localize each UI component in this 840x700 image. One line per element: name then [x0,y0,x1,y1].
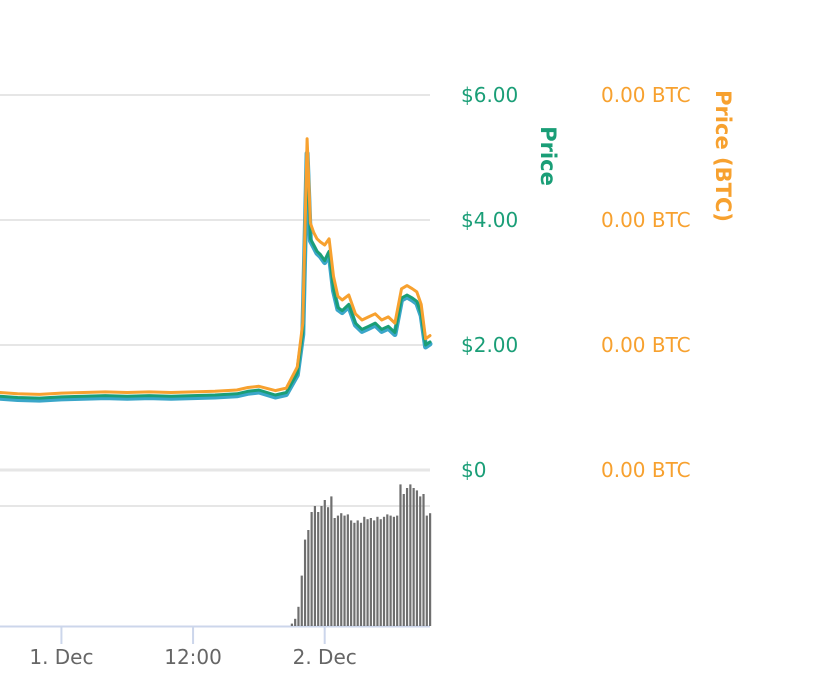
volume-bar [323,500,326,626]
volume-bar [402,494,405,626]
grid-layer [0,94,430,628]
volume-bar [429,513,432,626]
volume-layer [290,484,432,626]
volume-bar [317,512,320,626]
btc-series-line [0,137,432,396]
volume-bar [373,520,376,626]
volume-bar [300,575,303,626]
x-tick-label: 1. Dec [29,645,93,669]
volume-bar [409,484,412,626]
volume-bar [379,519,382,626]
axis-layer: $6.00 0.00 BTC $4.00 0.00 BTC $2.00 0.00 BTC $… [29,83,690,669]
volume-bar [356,520,359,626]
volume-bar [399,484,402,626]
volume-bar [310,512,313,626]
volume-bar [359,522,363,626]
btc-tick-label: 0.00 BTC [601,83,691,107]
volume-bar [333,518,336,626]
volume-bar [376,516,379,626]
volume-bar [412,488,415,626]
x-tick-label: 2. Dec [293,645,357,669]
volume-bar [389,515,392,626]
price-axis-title: Price [536,126,560,186]
btc-tick-label: 0.00 BTC [601,208,691,232]
usd-series-line [0,149,432,400]
volume-bar [419,496,422,626]
price-tick-label: $2.00 [461,333,518,357]
volume-bar [415,490,419,626]
volume-bar [422,494,425,626]
volume-bar [303,539,307,626]
x-tick-label: 12:00 [164,645,222,669]
btc-axis-title: Price (BTC) [711,90,735,222]
volume-bar [382,516,386,626]
volume-bar [307,530,310,626]
volume-bar [396,515,399,626]
volume-bar [336,515,340,626]
volume-bar [326,507,330,626]
series-layer [0,137,433,403]
volume-bar [369,518,372,626]
price-tick-label: $6.00 [461,83,518,107]
volume-bar [366,519,369,626]
usd-series-line-shadow [0,150,433,403]
volume-bar [386,514,389,626]
volume-bar [425,515,428,626]
btc-tick-label: 0.00 BTC [601,458,691,482]
volume-bar [343,515,346,626]
price-tick-label: $4.00 [461,208,518,232]
volume-bar [346,514,349,626]
volume-bar [320,506,323,626]
btc-tick-label: 0.00 BTC [601,333,691,357]
volume-bar [294,618,297,626]
volume-bar [350,520,353,626]
volume-bar [297,606,300,626]
volume-bar [392,516,396,626]
volume-bar [353,522,356,626]
volume-bar [405,488,409,626]
price-tick-label: $0 [461,458,486,482]
volume-bar [313,506,317,626]
volume-bar [290,623,293,626]
volume-bar [363,516,366,626]
volume-bar [340,513,343,626]
volume-bar [330,496,333,626]
